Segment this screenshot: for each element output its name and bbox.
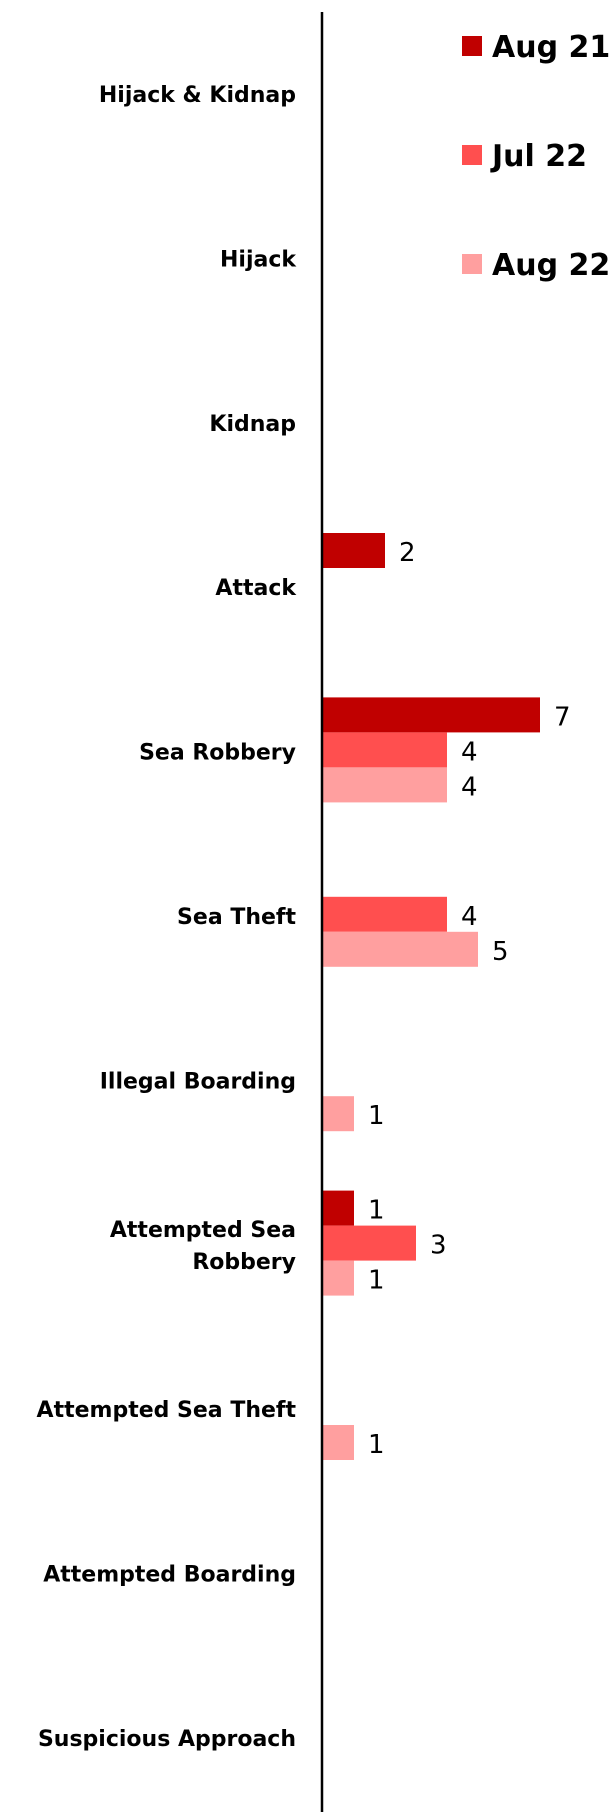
bar-jul-22-attempted-sea-robbery	[323, 1225, 416, 1261]
bars-layer	[323, 533, 540, 1460]
bar-aug-22-attempted-sea-robbery	[323, 1260, 354, 1296]
category-label-illegal-boarding: Illegal Boarding	[100, 1069, 296, 1094]
bar-aug-22-sea-theft	[323, 931, 478, 967]
data-label-aug-22-illegal-boarding: 1	[368, 1101, 385, 1131]
category-label-line: Attack	[215, 576, 297, 601]
data-label-jul-22-attempted-sea-robbery: 3	[430, 1231, 447, 1261]
data-label-jul-22-sea-theft: 4	[461, 902, 478, 932]
category-label-line: Illegal Boarding	[100, 1069, 296, 1094]
category-label-line: Hijack & Kidnap	[99, 83, 296, 108]
bar-aug-21-sea-robbery	[323, 697, 540, 733]
category-label-kidnap: Kidnap	[209, 412, 296, 437]
category-label-attack: Attack	[215, 576, 297, 601]
data-label-aug-22-sea-robbery: 4	[461, 772, 478, 802]
category-label-line: Sea Theft	[177, 905, 296, 930]
category-label-line: Sea Robbery	[139, 741, 296, 766]
data-label-jul-22-sea-robbery: 4	[461, 737, 478, 767]
legend-label-aug-22: Aug 22	[492, 248, 610, 283]
category-label-attempted-sea-theft: Attempted Sea Theft	[37, 1398, 297, 1423]
category-label-line: Kidnap	[209, 412, 296, 437]
category-label-attempted-sea-robbery: Attempted Sea Robbery	[110, 1218, 296, 1275]
bar-aug-22-attempted-sea-theft	[323, 1425, 354, 1460]
legend: Aug 21 Jul 22 Aug 22	[462, 30, 610, 283]
category-label-suspicious-approach: Suspicious Approach	[38, 1727, 296, 1752]
bar-aug-21-attempted-sea-robbery	[323, 1190, 354, 1226]
legend-label-jul-22: Jul 22	[490, 139, 587, 174]
data-label-aug-21-attempted-sea-robbery: 1	[368, 1196, 385, 1226]
category-label-line: Robbery	[192, 1250, 296, 1275]
category-label-hijack: Hijack	[220, 247, 297, 272]
category-label-line: Hijack	[220, 247, 297, 272]
data-label-aug-22-sea-theft: 5	[492, 937, 509, 967]
legend-swatch-aug-22	[462, 254, 482, 274]
category-label-line: Attempted Boarding	[43, 1563, 296, 1588]
data-label-aug-22-attempted-sea-theft: 1	[368, 1430, 385, 1460]
bar-jul-22-sea-theft	[323, 896, 447, 932]
bar-aug-22-sea-robbery	[323, 767, 447, 803]
bar-aug-22-illegal-boarding	[323, 1096, 354, 1132]
category-label-hijack-and-kidnap: Hijack & Kidnap	[99, 83, 296, 108]
data-label-aug-21-sea-robbery: 7	[554, 702, 571, 732]
legend-swatch-jul-22	[462, 145, 482, 165]
data-label-aug-21-attack: 2	[399, 538, 416, 568]
data-label-aug-22-attempted-sea-robbery: 1	[368, 1266, 385, 1296]
bar-aug-21-attack	[323, 533, 385, 568]
category-label-line: Suspicious Approach	[38, 1727, 296, 1752]
category-label-sea-robbery: Sea Robbery	[139, 741, 296, 766]
legend-swatch-aug-21	[462, 36, 482, 56]
category-labels: Hijack & Kidnap Hijack Kidnap Attack Sea Rob…	[37, 83, 298, 1752]
legend-label-aug-21: Aug 21	[492, 30, 610, 65]
category-label-sea-theft: Sea Theft	[177, 905, 296, 930]
category-label-line: Attempted Sea Theft	[37, 1398, 297, 1423]
bar-jul-22-sea-robbery	[323, 732, 447, 768]
category-label-line: Attempted Sea	[110, 1218, 296, 1243]
category-label-attempted-boarding: Attempted Boarding	[43, 1563, 296, 1588]
